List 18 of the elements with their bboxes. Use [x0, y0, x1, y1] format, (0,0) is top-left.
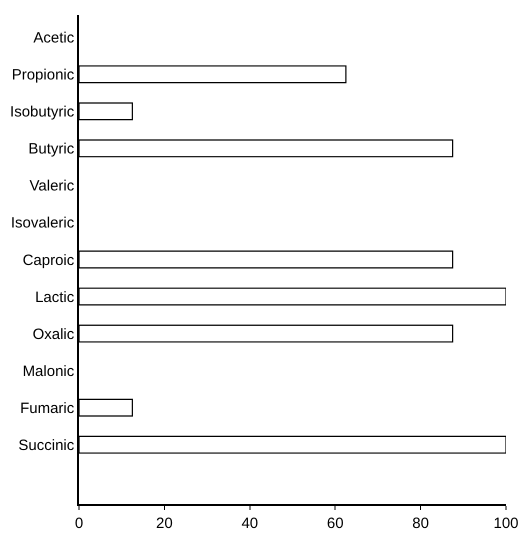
y-tick-label: Acetic: [33, 29, 75, 46]
x-tick-label: 40: [241, 514, 258, 532]
y-tick-label: Butyric: [28, 140, 75, 158]
x-tick-label: 0: [74, 514, 84, 532]
y-tick-label: Oxalic: [32, 326, 75, 343]
x-tick-label: 60: [326, 514, 344, 532]
x-tick-label: 80: [412, 514, 429, 532]
y-tick-label: Lactic: [35, 288, 75, 306]
y-tick-label: Isovaleric: [10, 214, 75, 232]
y-tick-label: Isobutyric: [10, 104, 75, 121]
y-tick-label: Valeric: [30, 178, 75, 195]
y-tick-label: Propionic: [12, 66, 75, 84]
x-tick-label: 20: [156, 514, 173, 532]
y-tick-label: Caproic: [22, 252, 75, 269]
x-tick-label: 100: [493, 514, 519, 532]
y-tick-label: Malonic: [22, 362, 75, 380]
y-tick-label: Fumaric: [20, 400, 75, 417]
y-tick-label: Succinic: [18, 436, 75, 454]
